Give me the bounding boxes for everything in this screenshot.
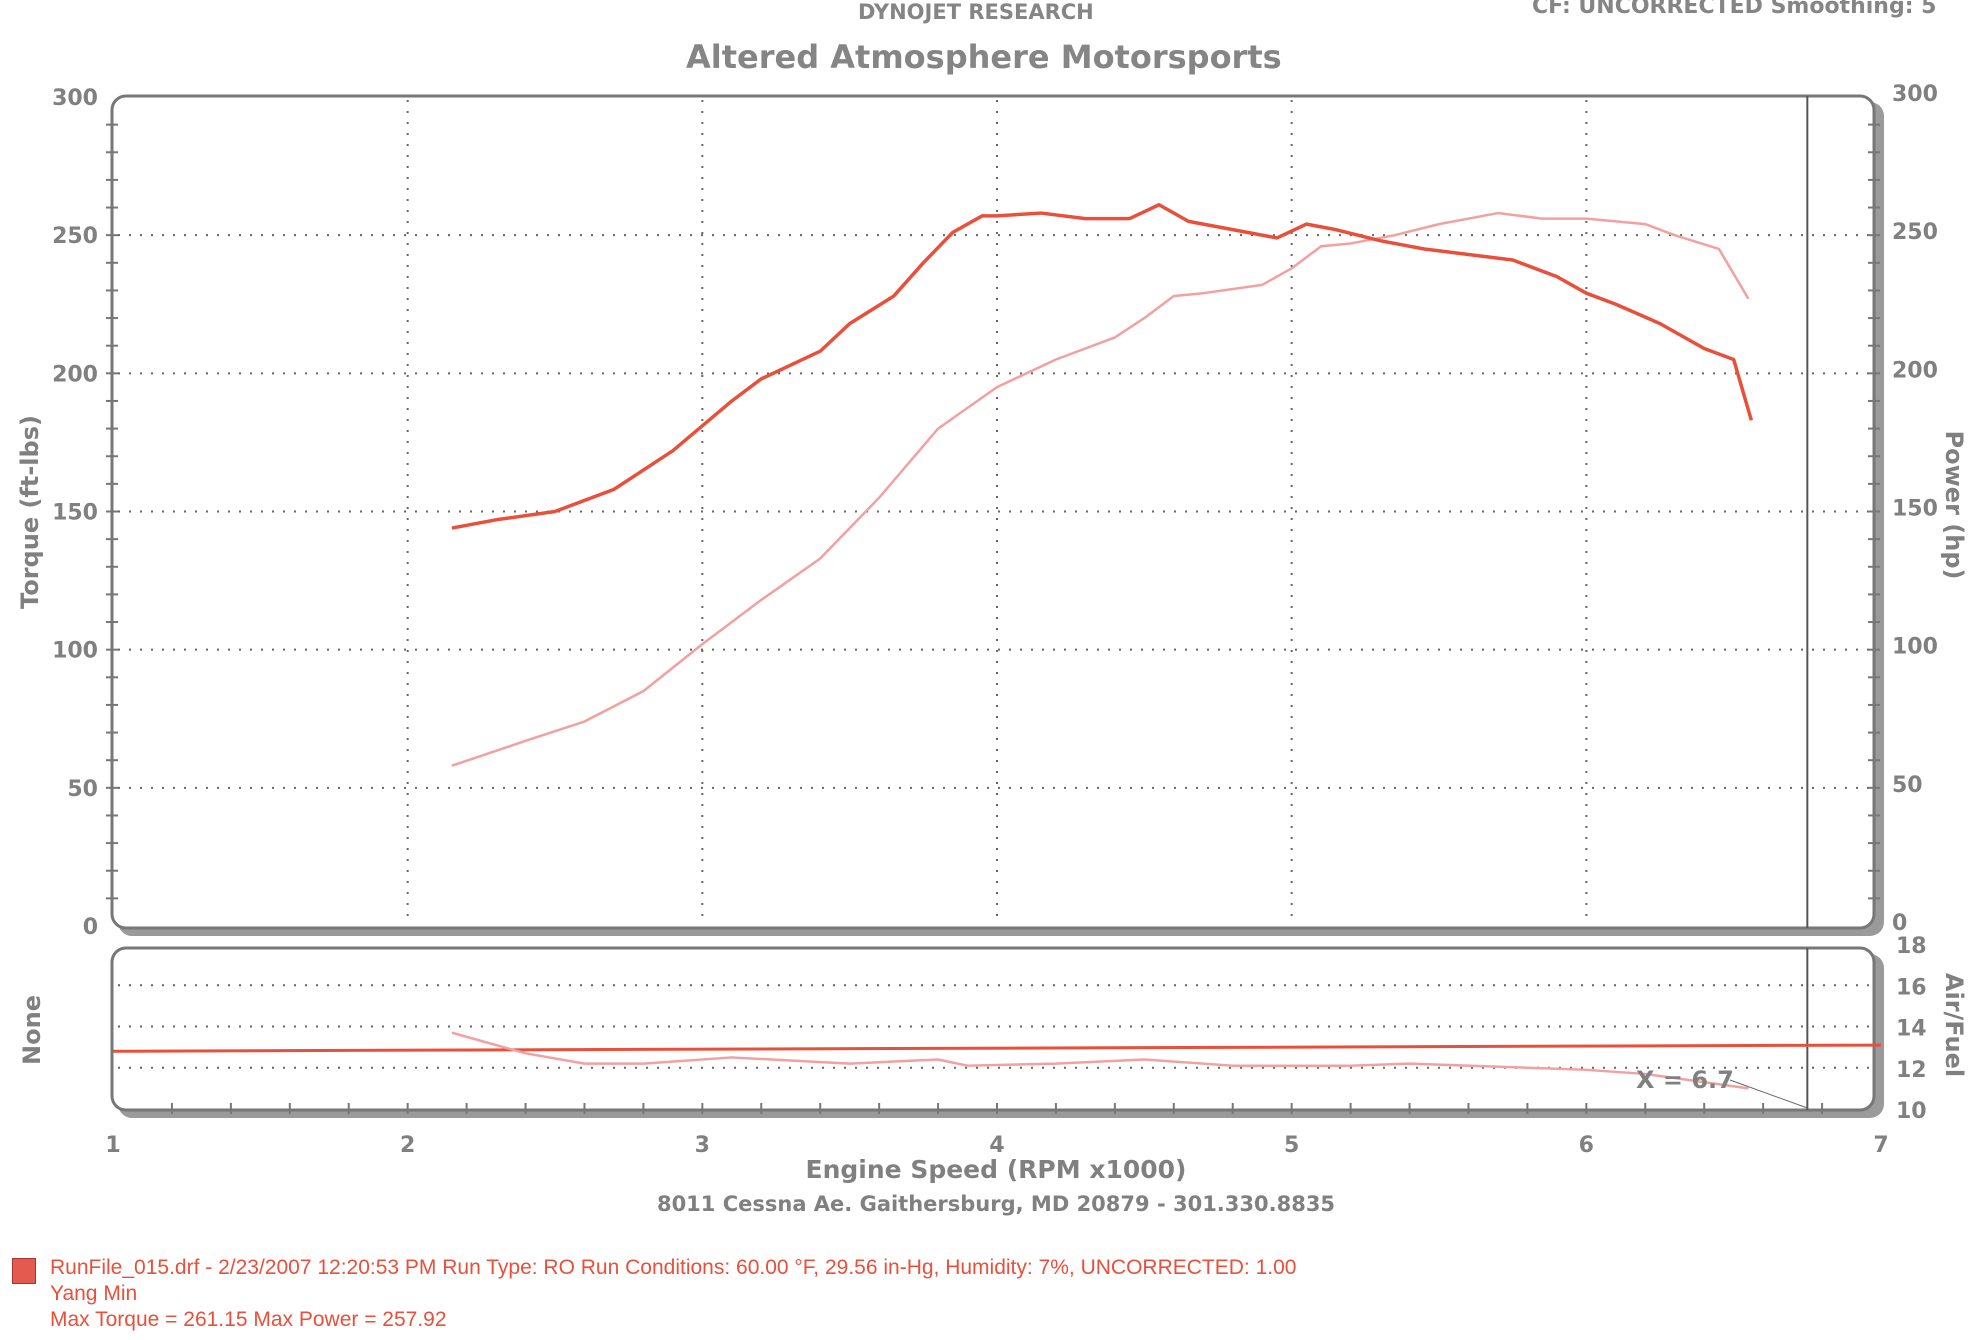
y2-tick-label: 0: [1892, 911, 1907, 936]
afr-left-label: None: [18, 995, 46, 1065]
y2-tick-label: 150: [1892, 497, 1938, 522]
x-tick-label: 7: [1873, 1133, 1888, 1158]
y-tick-label: 150: [52, 501, 98, 526]
cursor-annotation: X = 6.7: [1636, 1066, 1734, 1094]
y-tick-label: 50: [67, 777, 98, 802]
y2-tick-label: 250: [1892, 220, 1938, 245]
torque-curve: [451, 203, 1754, 530]
y2-tick-label: 200: [1892, 358, 1938, 383]
y2-tick-label: 50: [1892, 773, 1923, 798]
y-tick-label: 250: [52, 224, 98, 249]
run-info: RunFile_015.drf - 2/23/2007 12:20:53 PM …: [50, 1256, 1297, 1279]
footer-address: 8011 Cessna Ae. Gaithersburg, MD 20879 -…: [657, 1192, 1335, 1216]
x-tick-label: 6: [1579, 1133, 1594, 1158]
y-tick-label: 300: [52, 86, 98, 111]
afr-tick-label: 10: [1896, 1099, 1927, 1124]
run-swatch: [12, 1258, 36, 1284]
y-tick-label: 0: [83, 915, 98, 940]
x-tick-label: 4: [989, 1133, 1004, 1158]
x-axis-label: Engine Speed (RPM x1000): [806, 1155, 1187, 1184]
y-tick-label: 100: [52, 639, 98, 664]
afr-reference-line: [112, 1043, 1882, 1053]
power-curve: [451, 211, 1750, 767]
x-tick-label: 5: [1284, 1133, 1299, 1158]
run-maxima: Max Torque = 261.15 Max Power = 257.92: [50, 1308, 447, 1331]
y2-tick-label: 100: [1892, 635, 1938, 660]
y2-axis-label: Power (hp): [1940, 431, 1968, 580]
y-axis-label: Torque (ft-lbs): [16, 415, 44, 609]
afr-tick-label: 16: [1896, 975, 1927, 1000]
afr-tick-label: 12: [1896, 1058, 1927, 1083]
company-label: DYNOJET RESEARCH: [858, 0, 1094, 24]
run-operator: Yang Min: [50, 1282, 138, 1305]
afr-tick-label: 18: [1896, 934, 1927, 959]
afr-curve: [451, 1031, 1749, 1090]
afr-axis-label: Air/Fuel: [1940, 973, 1968, 1077]
x-tick-label: 3: [695, 1133, 710, 1158]
afr-plot-frame: [110, 946, 1876, 1112]
run-legend: RunFile_015.drf - 2/23/2007 12:20:53 PM …: [50, 1255, 1296, 1333]
y-tick-label: 200: [52, 362, 98, 387]
y2-tick-label: 300: [1892, 82, 1938, 107]
afr-tick-label: 14: [1896, 1017, 1927, 1042]
x-tick-label: 1: [105, 1133, 120, 1158]
correction-label: CF: UNCORRECTED Smoothing: 5: [1532, 0, 1937, 19]
chart-title: Altered Atmosphere Motorsports: [686, 38, 1282, 76]
x-tick-label: 2: [400, 1133, 415, 1158]
annotation-leader: [1729, 1079, 1808, 1109]
